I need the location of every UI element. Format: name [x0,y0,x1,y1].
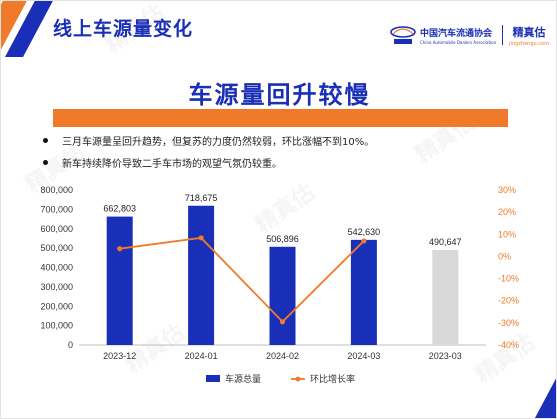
growth-rate-point [198,235,204,241]
legend-line-marker [295,376,301,382]
y-right-tick-label: -20% [498,296,519,306]
bullet-item: 新车持续降价导致二手车市场的观望气氛仍较重。 [43,151,523,173]
y-right-tick-label: 10% [498,229,516,239]
legend-line-label: 环比增长率 [310,373,355,385]
page-title: 车源量回升较慢 [188,81,371,109]
x-tick-label: 2024-03 [347,351,380,361]
title-accent-bar [53,109,508,127]
growth-rate-point [279,319,286,325]
header-title: 线上车源量变化 [53,18,194,40]
bullet-list: 三月车源量呈回升趋势，但复苏的力度仍然较弱，环比涨幅不到10%。 新车持续降价导… [43,129,523,173]
y-left-tick-label: 700,000 [40,204,73,214]
legend-bar-label: 车源总量 [225,373,261,385]
x-tick-label: 2024-01 [185,351,218,361]
x-tick-label: 2023-12 [103,351,136,361]
bullet-dot-icon [43,159,48,165]
y-left-tick-label: 400,000 [40,263,73,273]
y-left-tick-label: 500,000 [40,243,73,253]
y-left-tick-label: 300,000 [40,282,73,292]
bar [188,205,215,345]
bar-data-label: 662,803 [103,204,136,214]
y-left-tick-label: 100,000 [40,321,73,331]
bar [106,216,133,345]
y-right-tick-label: 20% [498,207,516,217]
association-logo: 中国汽车流通协会 China Automobile Dealers Associ… [389,21,549,49]
growth-rate-point [117,246,123,252]
logo-divider [502,25,504,45]
bullet-item: 三月车源量呈回升趋势，但复苏的力度仍然较弱，环比涨幅不到10%。 [43,129,523,151]
y-right-tick-label: -40% [498,340,519,350]
legend-bar-swatch [206,375,220,382]
association-name-en: China Automobile Dealers Association [420,39,497,45]
bar-data-label: 718,675 [185,193,218,203]
brand-url: jingzhengu.com [509,40,549,47]
brand-name: 精真估 [512,25,546,39]
y-left-tick-label: 200,000 [40,301,73,311]
y-right-tick-label: -10% [498,274,519,284]
bar-data-label: 490,647 [429,237,462,247]
y-right-tick-label: 30% [498,185,516,195]
y-left-tick-label: 600,000 [40,224,73,234]
y-right-tick-label: -30% [498,318,519,328]
bullet-text: 新车持续降价导致二手车市场的观望气氛仍较重。 [62,158,282,170]
y-left-tick-label: 800,000 [40,185,73,195]
cada-logo-icon [389,24,417,46]
bullet-text: 三月车源量呈回升趋势，但复苏的力度仍然较弱，环比涨幅不到10%。 [62,136,375,148]
x-tick-label: 2024-02 [266,351,299,361]
bar [432,249,459,345]
bar-data-label: 506,896 [266,234,299,244]
bar [350,239,377,345]
bullet-dot-icon [43,137,48,143]
association-name: 中国汽车流通协会 [420,28,493,39]
y-left-tick-label: 0 [68,340,73,350]
y-right-tick-label: 0% [498,251,511,261]
bar [269,246,296,345]
growth-rate-line [119,236,365,324]
growth-rate-point [361,238,367,244]
bar-data-label: 542,630 [348,227,381,237]
x-tick-label: 2023-03 [429,351,462,361]
